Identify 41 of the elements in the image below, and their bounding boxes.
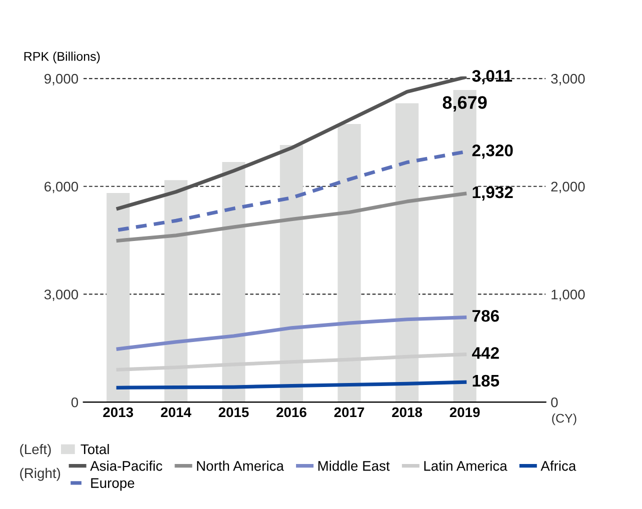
data-label: 2,320 xyxy=(472,144,513,159)
data-label: 3,011 xyxy=(472,70,512,84)
bar xyxy=(106,193,130,402)
bar xyxy=(395,103,419,402)
legend-label: Latin America xyxy=(424,460,508,471)
data-label: 786 xyxy=(472,310,499,322)
y-tick-label: 0 xyxy=(71,397,78,408)
data-label: 442 xyxy=(472,347,499,359)
legend-label: Asia-Pacific xyxy=(90,460,162,471)
legend-label: North America xyxy=(197,460,284,471)
x-tick-label: 2018 xyxy=(392,407,422,418)
x-tick-label: 2015 xyxy=(218,407,249,418)
text: (Right) xyxy=(20,468,60,481)
x-tick-label: 2014 xyxy=(160,407,192,418)
bar xyxy=(164,180,188,402)
bar xyxy=(222,162,246,402)
data-label: 1,932 xyxy=(472,186,513,201)
line-series xyxy=(116,316,467,351)
x-tick-label: 2016 xyxy=(276,407,306,418)
x-tick-label: 2017 xyxy=(334,407,364,418)
legend-label: Middle East xyxy=(318,460,390,471)
x-tick-label: 2019 xyxy=(450,407,480,418)
y-axis-title: RPK (Billions) xyxy=(24,52,100,64)
legend-label: Total xyxy=(80,444,109,454)
y-tick-label: 6,000 xyxy=(44,182,78,194)
bar xyxy=(338,124,361,402)
y2-tick-label: 2,000 xyxy=(551,182,585,194)
legend-label: Europe xyxy=(91,478,134,491)
y2-tick-label: 3,000 xyxy=(551,74,585,86)
line-series xyxy=(116,192,467,242)
y-tick-label: 9,000 xyxy=(44,74,78,86)
data-label: 185 xyxy=(472,374,500,387)
y2-tick-label: 1,000 xyxy=(552,290,585,302)
y-tick-label: 3,000 xyxy=(44,290,78,302)
text: (Left) xyxy=(20,444,51,457)
x-axis-title: (CY) xyxy=(552,414,576,426)
y2-tick-label: 0 xyxy=(551,397,558,408)
data-label: 8,679 xyxy=(442,96,487,112)
legend-label: Africa xyxy=(540,460,576,471)
x-tick-label: 2013 xyxy=(103,407,134,418)
line-series xyxy=(116,352,467,372)
